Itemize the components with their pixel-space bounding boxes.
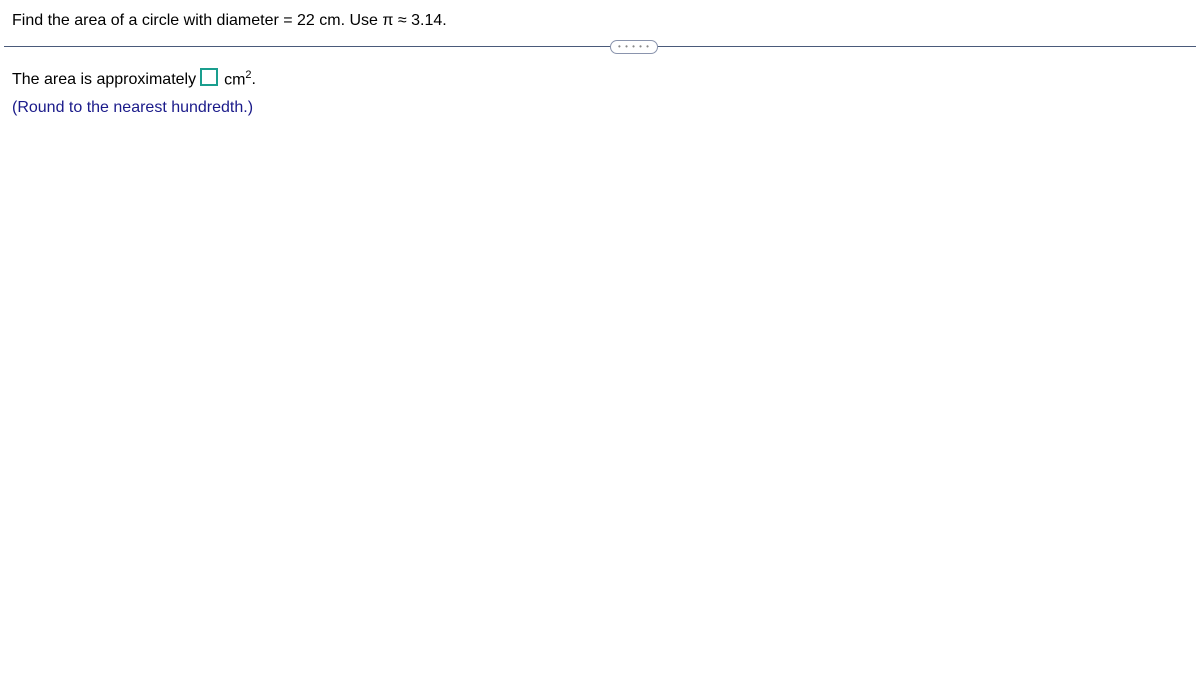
answer-prefix: The area is approximately xyxy=(12,67,196,93)
rounding-instruction: (Round to the nearest hundredth.) xyxy=(12,95,1188,121)
answer-suffix: . xyxy=(252,67,256,93)
answer-unit: cm2 xyxy=(224,67,251,93)
section-divider: • • • • • xyxy=(0,46,1200,48)
dots-icon: • • • • • xyxy=(618,43,650,51)
answer-input[interactable] xyxy=(200,68,218,86)
answer-area: The area is approximately cm2. (Round to… xyxy=(0,48,1200,138)
question-prompt: Find the area of a circle with diameter … xyxy=(0,0,1200,46)
divider-line xyxy=(4,46,1196,47)
answer-line: The area is approximately cm2. xyxy=(12,66,1188,93)
divider-toggle-button[interactable]: • • • • • xyxy=(610,40,658,54)
